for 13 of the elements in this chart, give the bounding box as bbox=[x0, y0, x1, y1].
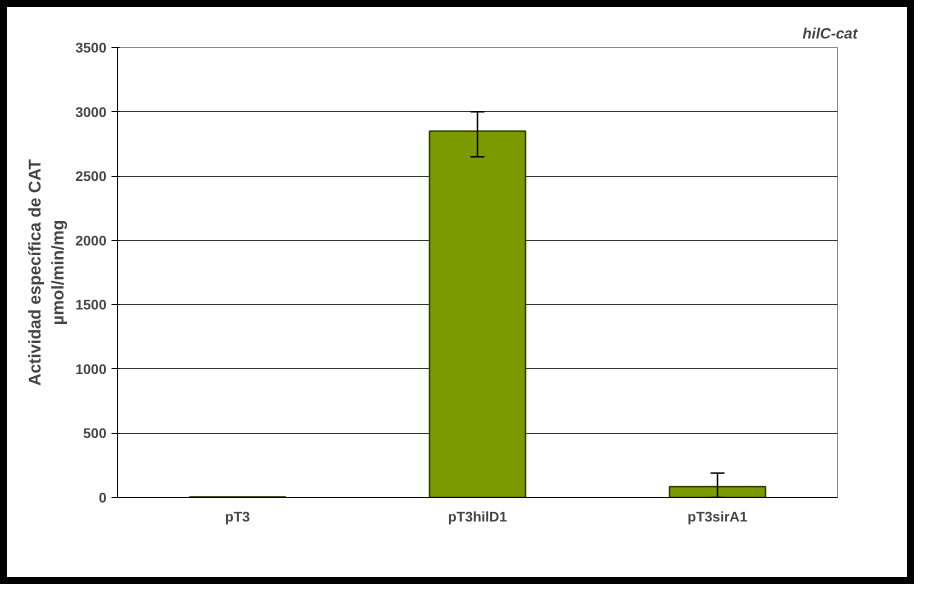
y-axis-title: Actividad específica de CAT µmol/min/mg bbox=[26, 158, 68, 386]
y-tick-label: 3000 bbox=[75, 104, 107, 120]
x-tick-label: pT3hilD1 bbox=[448, 508, 508, 524]
y-tick-label: 0 bbox=[98, 490, 107, 506]
x-tick-label: pT3sirA1 bbox=[688, 508, 748, 524]
y-tick-label: 2500 bbox=[75, 168, 107, 184]
text: hilC-cat bbox=[802, 26, 859, 42]
y-tick-label: 1500 bbox=[75, 296, 107, 313]
x-tick-label: pT3 bbox=[225, 508, 250, 524]
y-tick-label: 500 bbox=[83, 425, 107, 442]
y-tick-label: 3500 bbox=[75, 40, 107, 56]
y-tick-label: 2000 bbox=[75, 232, 107, 248]
y-tick-label: 1000 bbox=[75, 360, 107, 377]
